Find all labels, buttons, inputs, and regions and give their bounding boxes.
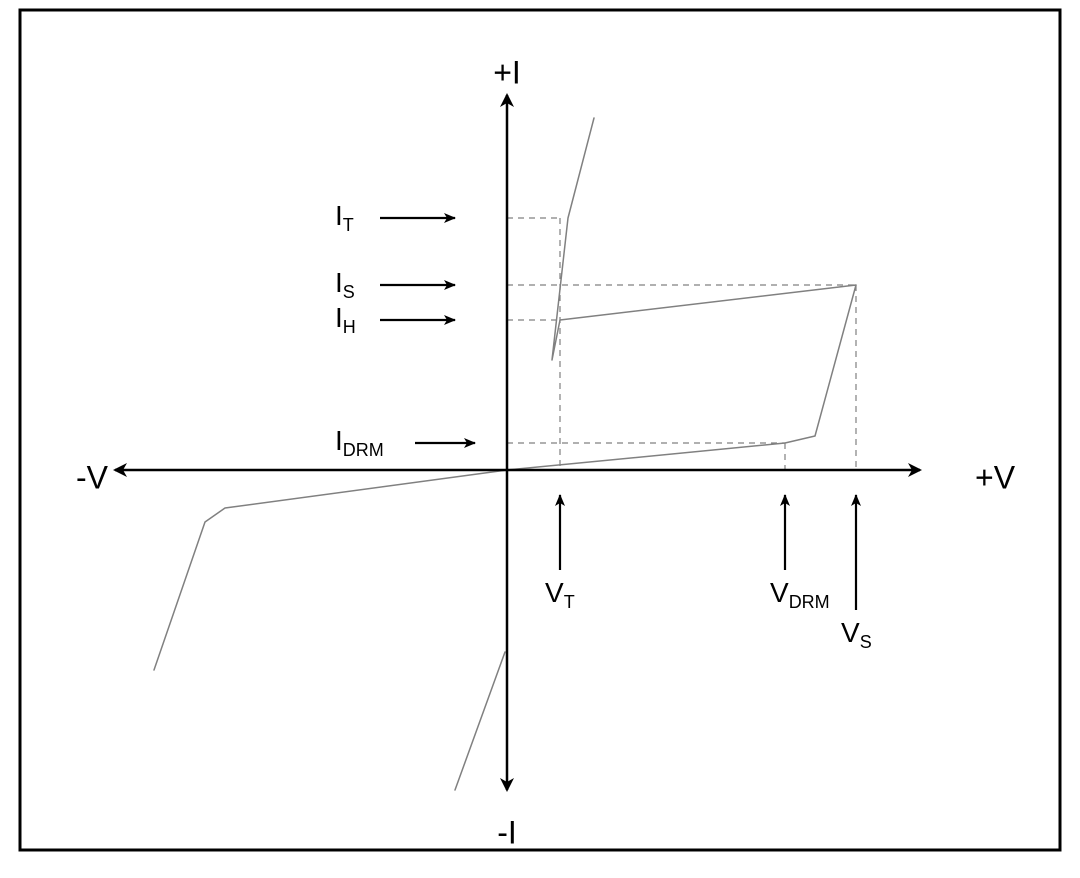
label-plus-i: +I [493, 54, 521, 90]
iv-characteristic-diagram: +I-I+V-VITISIHIDRMVTVDRMVS [0, 0, 1080, 878]
label-minus-i: -I [497, 814, 517, 850]
frame [20, 10, 1060, 850]
label-plus-v: +V [975, 459, 1016, 495]
label-minus-v: -V [76, 459, 109, 495]
